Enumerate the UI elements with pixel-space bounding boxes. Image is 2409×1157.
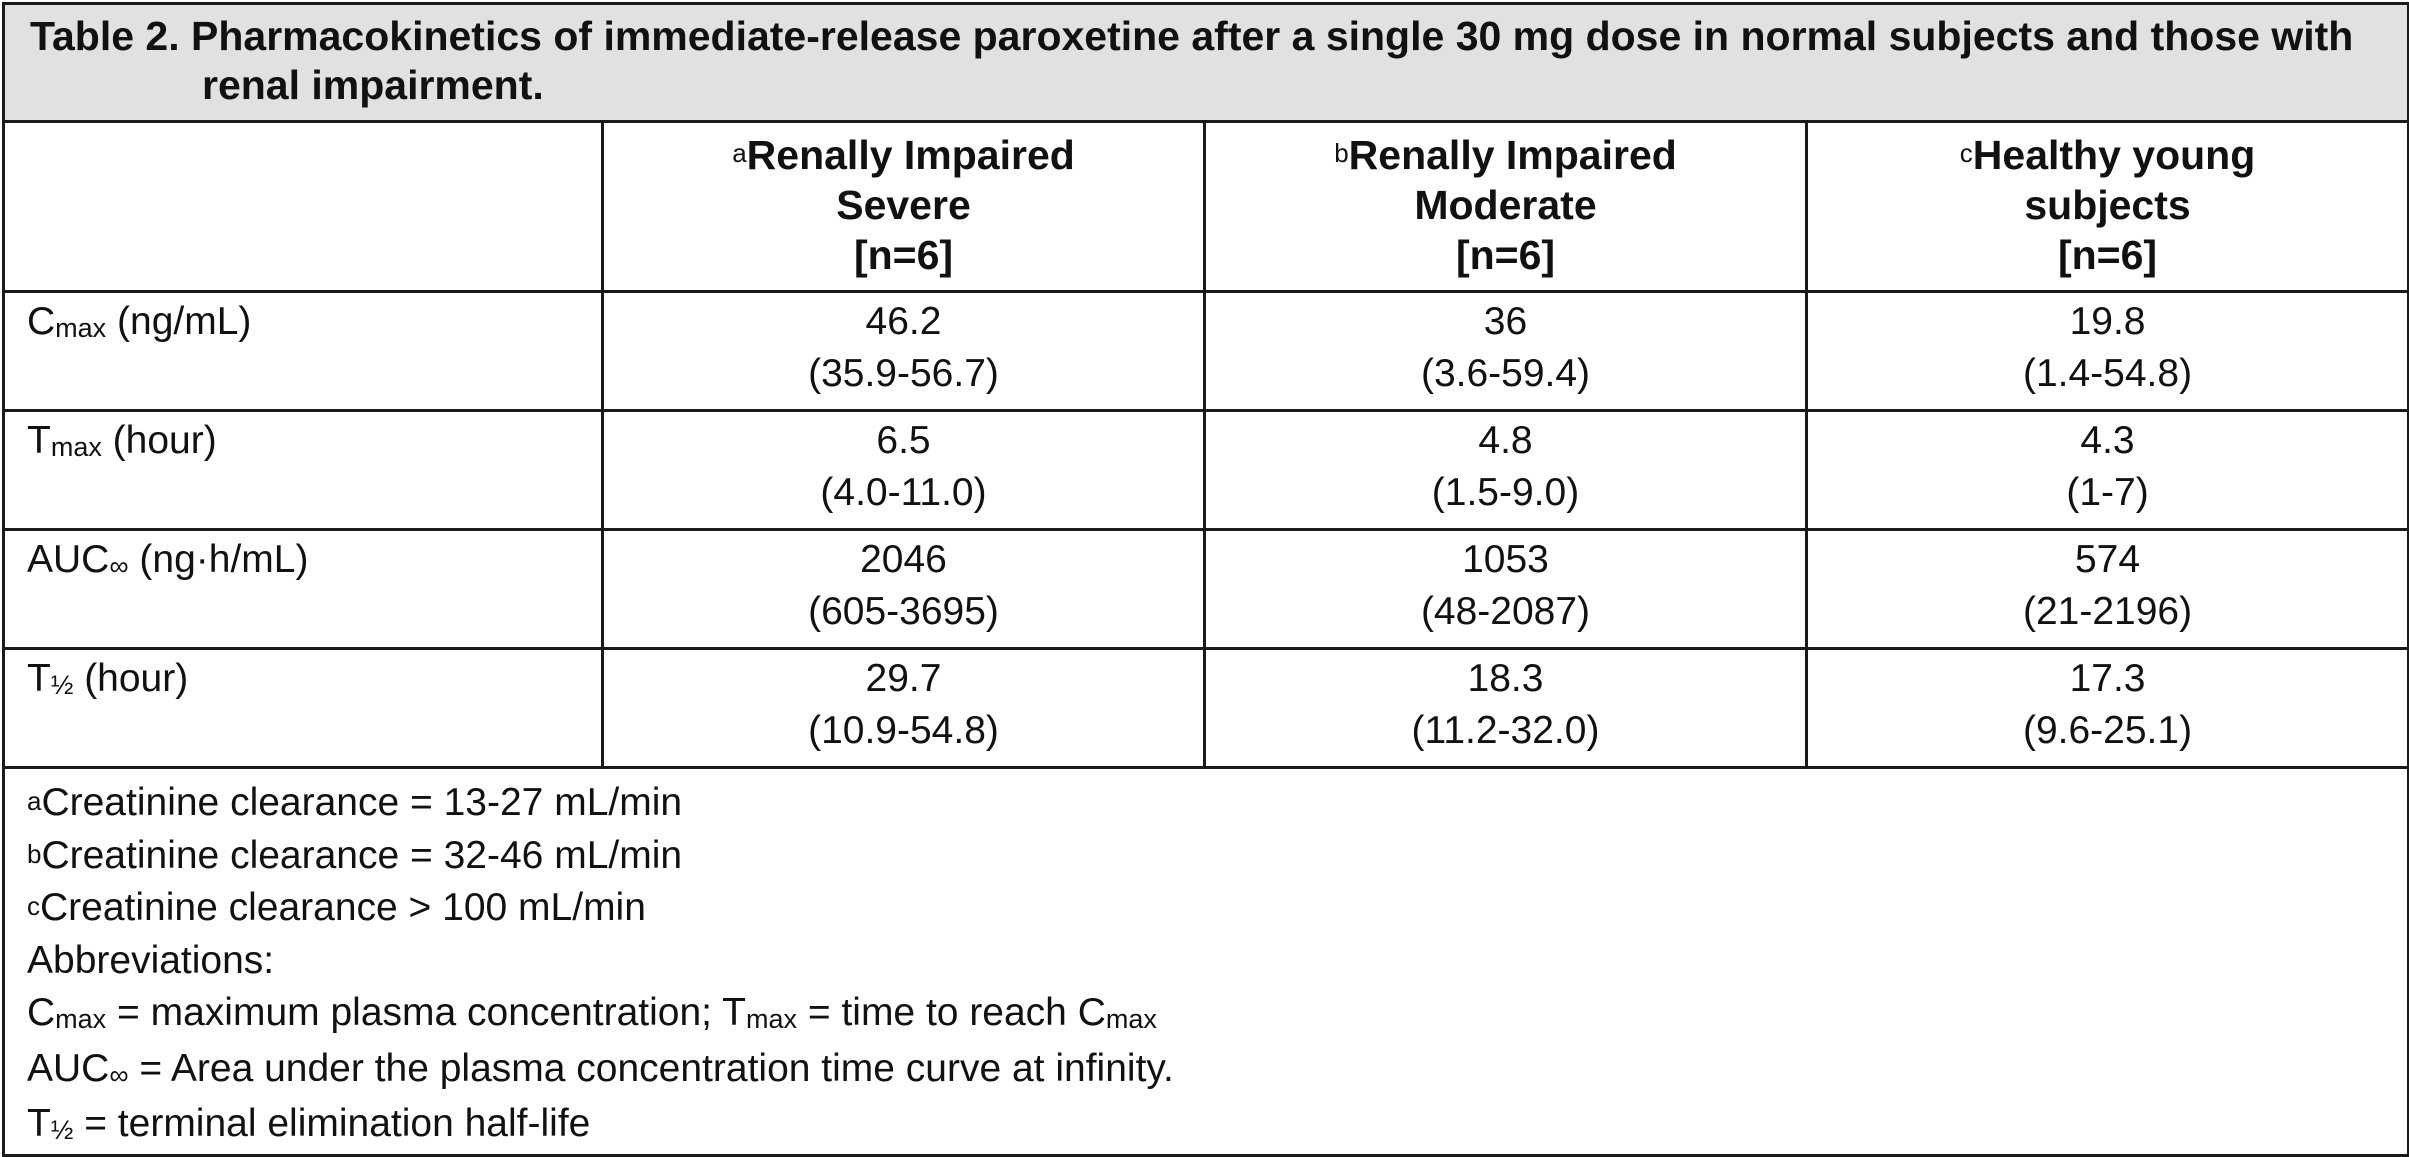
parameter-cell: Cmax (ng/mL): [2, 290, 604, 412]
header-line: Severe: [836, 182, 971, 228]
value-cell-moderate: 36 (3.6-59.4): [1203, 290, 1808, 412]
table-row-auc: AUC∞ (ng·h/mL) 2046 (605-3695) 1053 (48-20…: [2, 528, 2409, 650]
abbrev-auc: AUC∞ = Area under the plasma concentrati…: [27, 1046, 1174, 1090]
parameter-cell: AUC∞ (ng·h/mL): [2, 528, 604, 650]
header-line: bRenally Impaired: [1334, 132, 1677, 178]
header-cell-healthy: cHealthy young subjects [n=6]: [1804, 120, 2409, 293]
table-caption: Table 2. Pharmacokinetics of immediate-r…: [1, 2, 2409, 123]
table-row-thalf: T½ (hour) 29.7 (10.9-54.8) 18.3 (11.2-32.0…: [2, 647, 2409, 769]
caption-row: Table 2. Pharmacokinetics of immediate-r…: [1, 2, 2409, 123]
abbrev-cmax-tmax: Cmax = maximum plasma concentration; Tma…: [27, 991, 1157, 1034]
footnotes-row: aCreatinine clearance = 13-27 mL/min bCr…: [1, 766, 2409, 1157]
table-row-tmax: Tmax (hour) 6.5 (4.0-11.0) 4.8 (1.5-9.0) 4…: [2, 409, 2409, 531]
footnote-a: aCreatinine clearance = 13-27 mL/min: [27, 781, 683, 824]
value-cell-moderate: 1053 (48-2087): [1203, 528, 1808, 650]
header-line: [n=6]: [853, 232, 954, 278]
value-cell-healthy: 4.3 (1-7): [1804, 409, 2409, 531]
header-line: aRenally Impaired: [732, 132, 1075, 178]
parameter-cell: Tmax (hour): [2, 409, 604, 531]
footnote-marker: c: [1959, 138, 1973, 168]
footnote-b: bCreatinine clearance = 32-46 mL/min: [27, 833, 683, 877]
header-cell-severe: aRenally Impaired Severe [n=6]: [601, 120, 1206, 293]
parameter-cell: T½ (hour): [2, 647, 604, 769]
header-line: subjects: [2024, 182, 2191, 228]
value-cell-moderate: 18.3 (11.2-32.0): [1203, 647, 1808, 769]
header-line: [n=6]: [1455, 232, 1556, 278]
value-cell-healthy: 17.3 (9.6-25.1): [1804, 647, 2409, 769]
value-cell-severe: 2046 (605-3695): [601, 528, 1206, 650]
header-cell-moderate: bRenally Impaired Moderate [n=6]: [1203, 120, 1808, 293]
value-cell-severe: 46.2 (35.9-56.7): [601, 290, 1206, 412]
value-cell-healthy: 19.8 (1.4-54.8): [1804, 290, 2409, 412]
header-line: Moderate: [1414, 182, 1597, 228]
header-line: cHealthy young: [1959, 132, 2256, 178]
value-cell-severe: 29.7 (10.9-54.8): [601, 647, 1206, 769]
header-row: aRenally Impaired Severe [n=6] bRenally …: [2, 120, 2409, 293]
footnote-marker: a: [732, 138, 747, 168]
value-cell-severe: 6.5 (4.0-11.0): [601, 409, 1206, 531]
table-row-cmax: Cmax (ng/mL) 46.2 (35.9-56.7) 36 (3.6-59.4…: [2, 290, 2409, 412]
header-line: [n=6]: [2057, 232, 2158, 278]
value-cell-healthy: 574 (21-2196): [1804, 528, 2409, 650]
abbrev-thalf: T½ = terminal elimination half-life: [27, 1102, 591, 1145]
abbreviations-heading: Abbreviations:: [27, 938, 275, 982]
footnote-c: cCreatinine clearance > 100 mL/min: [27, 886, 646, 929]
table-caption-text: Table 2. Pharmacokinetics of immediate-r…: [30, 13, 2354, 108]
table-footnotes: aCreatinine clearance = 13-27 mL/min bCr…: [1, 766, 2409, 1157]
header-cell-parameter: [2, 120, 604, 293]
footnote-marker: b: [1334, 138, 1349, 168]
value-cell-moderate: 4.8 (1.5-9.0): [1203, 409, 1808, 531]
